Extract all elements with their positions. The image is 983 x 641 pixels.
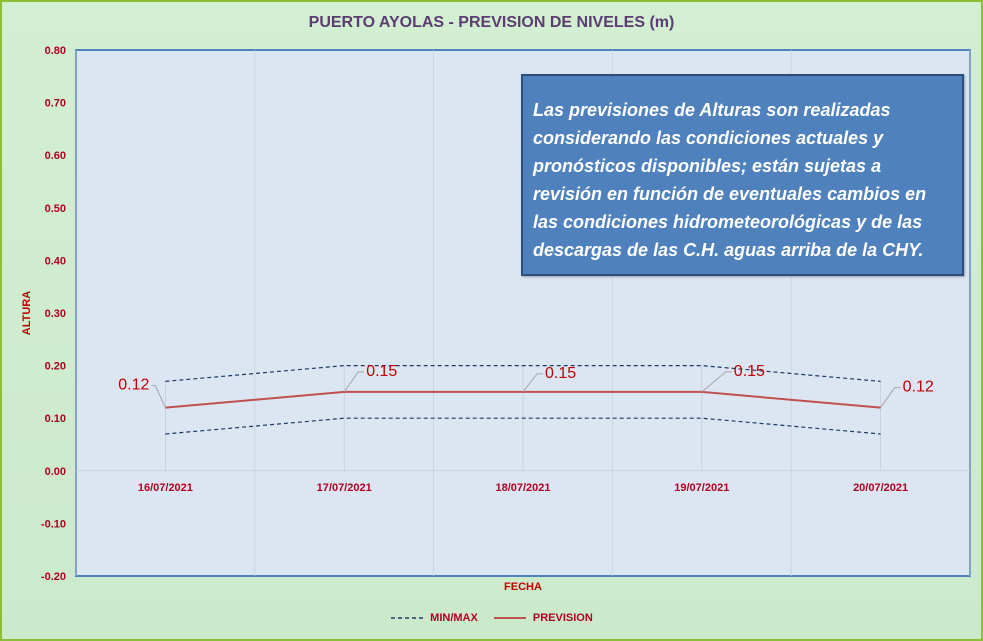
note-line: considerando las condiciones actuales y (533, 128, 884, 148)
note-line: descargas de las C.H. aguas arriba de la… (533, 240, 924, 260)
data-label: 0.12 (903, 379, 934, 396)
chart-title: PUERTO AYOLAS - PREVISION DE NIVELES (m) (308, 14, 675, 31)
legend-item-minmax: MIN/MAX (390, 612, 478, 624)
forecast-note: Las previsiones de Alturas son realizada… (521, 74, 964, 276)
legend-label: PREVISION (532, 612, 593, 624)
minmax-series-line (165, 365, 881, 382)
y-tick-label: 0.10 (45, 413, 66, 425)
y-axis-label: ALTURA (21, 291, 33, 335)
data-label: 0.15 (366, 363, 397, 380)
data-label-leader (151, 385, 166, 408)
x-tick-label: 18/07/2021 (495, 482, 550, 494)
y-tick-label: 0.70 (45, 98, 66, 110)
legend-swatch-dashed (391, 617, 424, 619)
x-tick-label: 16/07/2021 (138, 482, 193, 494)
data-label-leader (522, 373, 543, 393)
note-line: Las previsiones de Alturas son realizada… (533, 100, 891, 120)
y-tick-label: 0.80 (45, 45, 66, 57)
data-label-leader (701, 371, 732, 393)
y-tick-label: 0.20 (45, 361, 66, 373)
x-tick-label: 20/07/2021 (853, 482, 908, 494)
data-label: 0.12 (118, 377, 149, 394)
x-axis-label: FECHA (504, 581, 542, 593)
y-tick-label: 0.50 (45, 203, 66, 215)
data-label-leader (343, 371, 365, 393)
x-tick-label: 19/07/2021 (674, 482, 729, 494)
y-tick-label: -0.10 (41, 518, 66, 530)
legend-swatch-solid (493, 617, 526, 619)
y-tick-label: 0.30 (45, 308, 66, 320)
x-tick-label: 17/07/2021 (317, 482, 372, 494)
data-label: 0.15 (545, 365, 576, 382)
legend-label: MIN/MAX (430, 612, 478, 624)
data-label-leader (880, 387, 901, 408)
legend-item-prevision: PREVISION (493, 612, 593, 624)
y-tick-label: -0.20 (41, 571, 66, 583)
chart-legend: MIN/MAX PREVISION (0, 612, 983, 624)
y-tick-label: 0.60 (45, 150, 66, 162)
data-label: 0.15 (734, 363, 765, 380)
note-line: pronósticos disponibles; están sujetas a (533, 156, 882, 176)
minmax-series-line (165, 417, 881, 435)
y-tick-label: 0.40 (45, 255, 66, 267)
note-line: las condiciones hidrometeorológicas y de… (533, 212, 923, 232)
note-line: revisión en función de eventuales cambio… (533, 184, 927, 204)
y-tick-label: 0.00 (45, 466, 66, 478)
